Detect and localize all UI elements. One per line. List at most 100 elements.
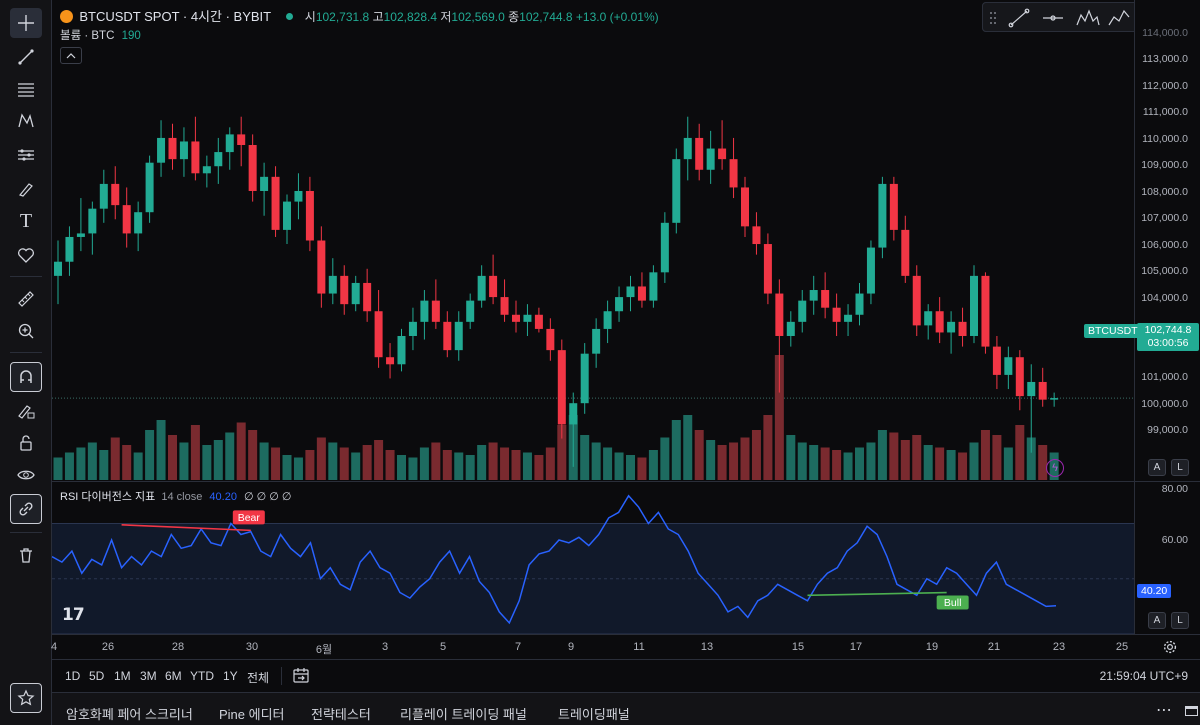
range-5d[interactable]: 5D	[89, 669, 105, 683]
volume-bar	[992, 435, 1002, 480]
rsi-pane[interactable]: Bear Bull RSI 다이버전스 지표 14 close 40.20 ∅ ∅…	[51, 482, 1134, 635]
rsi-line	[51, 494, 1057, 625]
volume-bar	[168, 435, 177, 480]
clock[interactable]: 21:59:04 UTC+9	[1099, 669, 1188, 683]
rsi-auto-scale-button[interactable]: A	[1148, 612, 1166, 629]
time-axis[interactable]: 4 26 28 30 6월 3 5 7 9 11 13 15 17 19 21 …	[51, 634, 1200, 658]
candlestick-chart[interactable]	[52, 0, 1134, 481]
price-axis[interactable]: 114,000.0 113,000.0 112,000.0 111,000.0 …	[1134, 0, 1200, 481]
tab-screener[interactable]: 암호화폐 페어 스크리너	[66, 707, 193, 722]
fav-pattern-icon[interactable]	[1076, 9, 1100, 26]
range-3m[interactable]: 3M	[140, 669, 157, 683]
fav-elliott-icon[interactable]	[1108, 9, 1130, 26]
brush-icon[interactable]	[10, 174, 42, 204]
volume-bar	[511, 450, 521, 480]
fav-trendline-icon[interactable]	[1008, 8, 1030, 28]
pane-divider[interactable]	[52, 481, 1200, 482]
candle-body	[317, 240, 326, 294]
candle-body	[741, 187, 749, 227]
tab-pine-editor[interactable]: Pine 에디터	[219, 707, 285, 722]
range-1m[interactable]: 1M	[114, 669, 131, 683]
crosshair-icon[interactable]	[10, 8, 42, 38]
candle-body	[569, 403, 578, 425]
volume-bar	[293, 457, 303, 480]
text-icon[interactable]: T	[19, 209, 33, 232]
settings-gear-icon[interactable]	[1163, 640, 1177, 654]
rsi-axis[interactable]: 80.00 60.00 40.20 A L	[1134, 482, 1200, 634]
zoom-icon[interactable]	[10, 316, 42, 346]
drag-handle-icon[interactable]	[990, 12, 996, 24]
star-icon[interactable]	[10, 683, 42, 713]
magnet-icon[interactable]	[10, 362, 42, 392]
trash-icon[interactable]	[10, 540, 42, 570]
candle-body	[660, 222, 669, 273]
volume-bar	[99, 450, 109, 480]
range-toolbar: 1D 5D 1M 3M 6M YTD 1Y 전체 21:59:04 UTC+9	[52, 659, 1200, 691]
range-all[interactable]: 전체	[247, 671, 270, 685]
trendline-icon[interactable]	[10, 42, 42, 72]
rsi-log-scale-button[interactable]: L	[1171, 612, 1189, 629]
volume-bar	[877, 430, 887, 480]
time-label: 9	[567, 641, 575, 653]
candle-body	[1015, 357, 1024, 397]
eye-icon[interactable]	[10, 460, 42, 490]
volume-bar	[465, 455, 475, 480]
candle-body	[1050, 398, 1059, 400]
ruler-icon[interactable]	[10, 284, 42, 314]
volume-bar	[855, 447, 864, 480]
candle-body	[729, 159, 738, 188]
more-icon[interactable]: ⋯	[1156, 702, 1172, 719]
forecast-icon[interactable]	[10, 140, 42, 170]
range-ytd[interactable]: YTD	[190, 669, 214, 683]
candle-body	[225, 134, 234, 153]
candle-body	[603, 311, 612, 329]
fav-horizontal-ray-icon[interactable]	[1043, 15, 1063, 21]
symbol-title[interactable]: BTCUSDT SPOT · 4시간 · BYBIT	[79, 9, 272, 24]
volume-bar	[362, 445, 372, 480]
range-1d[interactable]: 1D	[65, 669, 81, 683]
volume-bar	[706, 440, 716, 480]
candle-body	[626, 286, 635, 298]
maximize-panel-icon[interactable]	[1185, 706, 1198, 716]
collapse-legend-button[interactable]	[60, 47, 82, 64]
range-1y[interactable]: 1Y	[223, 669, 238, 683]
volume-bar	[580, 435, 590, 480]
time-label: 28	[171, 641, 185, 653]
bull-divergence-line	[807, 591, 947, 597]
volume-bar	[179, 442, 189, 480]
ohlc-low-label: 저	[440, 10, 452, 24]
heart-icon[interactable]	[10, 240, 42, 270]
candle-body	[935, 311, 944, 333]
candle-body	[260, 176, 269, 191]
candle-body	[145, 162, 154, 213]
link-icon[interactable]	[10, 494, 42, 524]
candle-body	[649, 272, 658, 301]
volume-bar	[156, 420, 166, 480]
lock-draw-icon[interactable]	[10, 396, 42, 426]
lightning-icon[interactable]: ϟ	[1046, 459, 1064, 477]
ohlc-high-label: 고	[372, 10, 384, 24]
candle-body	[134, 212, 143, 234]
volume-bar	[397, 455, 406, 480]
auto-scale-button[interactable]: A	[1148, 459, 1166, 476]
fib-icon[interactable]	[10, 74, 42, 104]
volume-bar	[534, 455, 544, 480]
volume-bar	[809, 445, 819, 480]
candle-body	[512, 314, 520, 322]
tab-strategy-tester[interactable]: 전략테스터	[311, 707, 371, 722]
candle-body	[65, 236, 74, 262]
log-scale-button[interactable]: L	[1171, 459, 1189, 476]
goto-date-icon[interactable]	[292, 667, 310, 685]
range-6m[interactable]: 6M	[165, 669, 182, 683]
pattern-icon[interactable]	[10, 106, 42, 136]
rsi-chart[interactable]: Bear Bull	[51, 482, 1134, 635]
tab-trading-panel[interactable]: 트레이딩패널	[558, 707, 630, 722]
candle-body	[637, 286, 646, 301]
candle-body	[523, 314, 532, 322]
price-pane[interactable]: BTCUSDT SPOT · 4시간 · BYBIT 시102,731.8 고1…	[52, 0, 1134, 481]
tab-replay-panel[interactable]: 리플레이 트레이딩 패널	[400, 707, 527, 722]
lock-icon[interactable]	[10, 428, 42, 458]
candle-body	[283, 201, 291, 230]
ohlc-high: 102,828.4	[383, 10, 437, 24]
rsi-name[interactable]: RSI 다이버전스 지표	[60, 491, 156, 503]
